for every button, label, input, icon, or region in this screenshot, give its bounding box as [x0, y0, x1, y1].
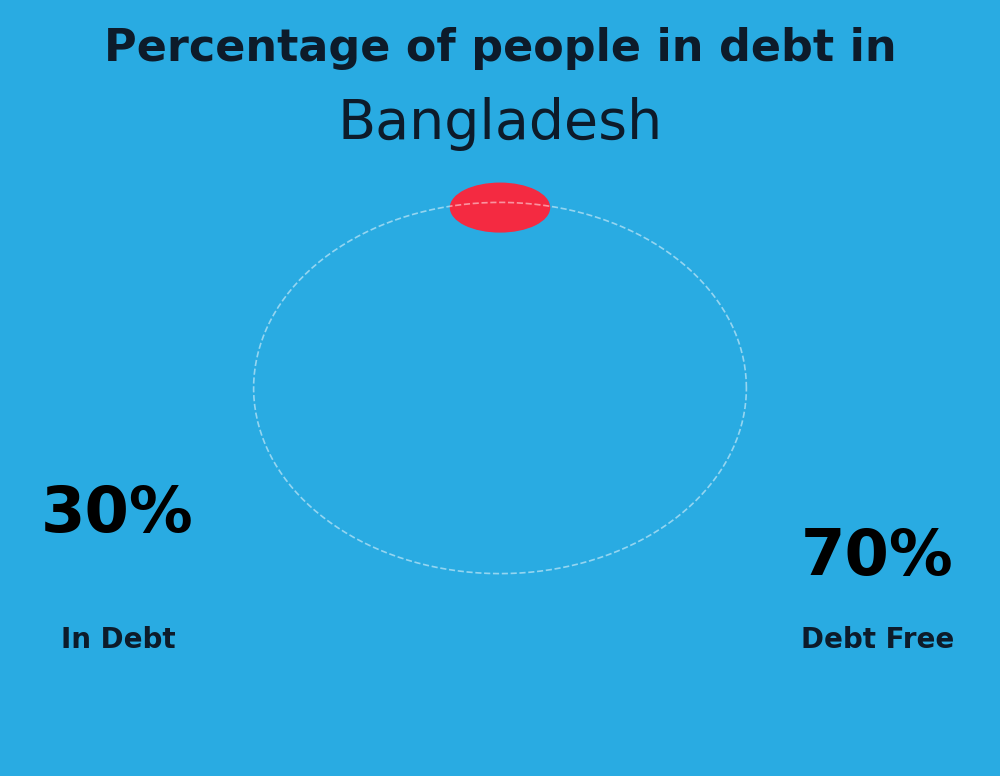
- Text: In Debt: In Debt: [61, 626, 175, 654]
- Text: 30%: 30%: [41, 483, 194, 545]
- Text: 70%: 70%: [801, 525, 954, 587]
- Text: Debt Free: Debt Free: [801, 626, 955, 654]
- Circle shape: [450, 183, 550, 232]
- Text: Bangladesh: Bangladesh: [337, 97, 663, 151]
- Text: 🏦: 🏦: [470, 340, 530, 436]
- Text: Percentage of people in debt in: Percentage of people in debt in: [104, 27, 896, 70]
